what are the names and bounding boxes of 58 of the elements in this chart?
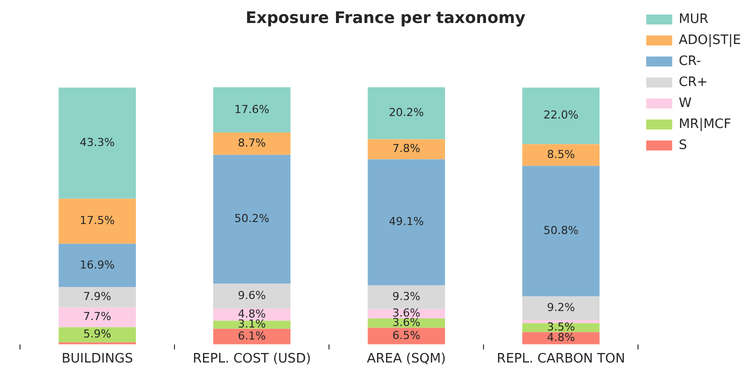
legend-label: CR+ bbox=[678, 74, 708, 90]
bar bbox=[522, 144, 600, 166]
legend-label: S bbox=[678, 138, 687, 153]
bar bbox=[213, 328, 290, 344]
data-label: 3.1% bbox=[238, 318, 266, 331]
chart-title: Exposure France per taxonomy bbox=[246, 8, 526, 27]
x-tick-label: BUILDINGS bbox=[62, 352, 133, 367]
bar bbox=[368, 159, 446, 286]
data-label: 50.2% bbox=[234, 212, 270, 226]
bar bbox=[522, 166, 600, 296]
data-label: 3.5% bbox=[546, 320, 575, 334]
data-label: 20.2% bbox=[388, 106, 424, 120]
bar bbox=[58, 327, 136, 342]
bar bbox=[368, 285, 446, 310]
bar bbox=[58, 88, 136, 199]
bar bbox=[58, 307, 136, 328]
data-label: 4.8% bbox=[238, 307, 266, 320]
data-label: 50.8% bbox=[543, 224, 578, 237]
x-tick-label: REPL. CARBON TON bbox=[496, 352, 626, 367]
data-label: 9.2% bbox=[546, 301, 575, 314]
legend-label: MR|MCF bbox=[678, 116, 732, 132]
data-label: 8.7% bbox=[238, 136, 266, 150]
data-label: 17.6% bbox=[234, 102, 270, 116]
data-label: 3.6% bbox=[392, 316, 420, 329]
data-label: 9.6% bbox=[238, 288, 266, 302]
bar bbox=[58, 287, 136, 308]
bar bbox=[213, 87, 290, 133]
legend-label: MUR bbox=[678, 12, 708, 27]
data-label: 7.7% bbox=[83, 310, 112, 324]
data-label: 5.9% bbox=[83, 328, 112, 341]
data-label: 7.9% bbox=[83, 290, 112, 304]
bar bbox=[522, 320, 600, 324]
data-label: 6.5% bbox=[392, 328, 420, 342]
bar bbox=[213, 154, 290, 284]
bar bbox=[58, 198, 136, 244]
data-label: 7.8% bbox=[392, 142, 420, 156]
x-tick-label: AREA (SQM) bbox=[366, 352, 446, 367]
bar bbox=[368, 87, 446, 140]
legend-label: ADO|ST|E bbox=[678, 32, 742, 48]
bar bbox=[213, 132, 290, 155]
data-label: 4.8% bbox=[546, 331, 575, 344]
legend-label: CR- bbox=[678, 54, 702, 69]
data-label: 49.1% bbox=[388, 215, 424, 228]
legend-label: W bbox=[678, 96, 692, 111]
bar bbox=[368, 139, 446, 160]
bar bbox=[58, 244, 136, 288]
data-label: 16.9% bbox=[80, 258, 115, 272]
bar bbox=[522, 296, 600, 320]
data-label: 6.1% bbox=[238, 329, 266, 342]
bar bbox=[368, 328, 446, 344]
x-tick-label: REPL. COST (USD) bbox=[192, 352, 311, 367]
data-label: 9.3% bbox=[392, 290, 420, 304]
data-label: 43.3% bbox=[80, 136, 115, 150]
data-label: 22.0% bbox=[543, 108, 578, 122]
data-label: 8.5% bbox=[546, 148, 575, 161]
data-label: 17.5% bbox=[80, 214, 115, 228]
bar bbox=[213, 284, 290, 308]
bar bbox=[522, 88, 600, 144]
